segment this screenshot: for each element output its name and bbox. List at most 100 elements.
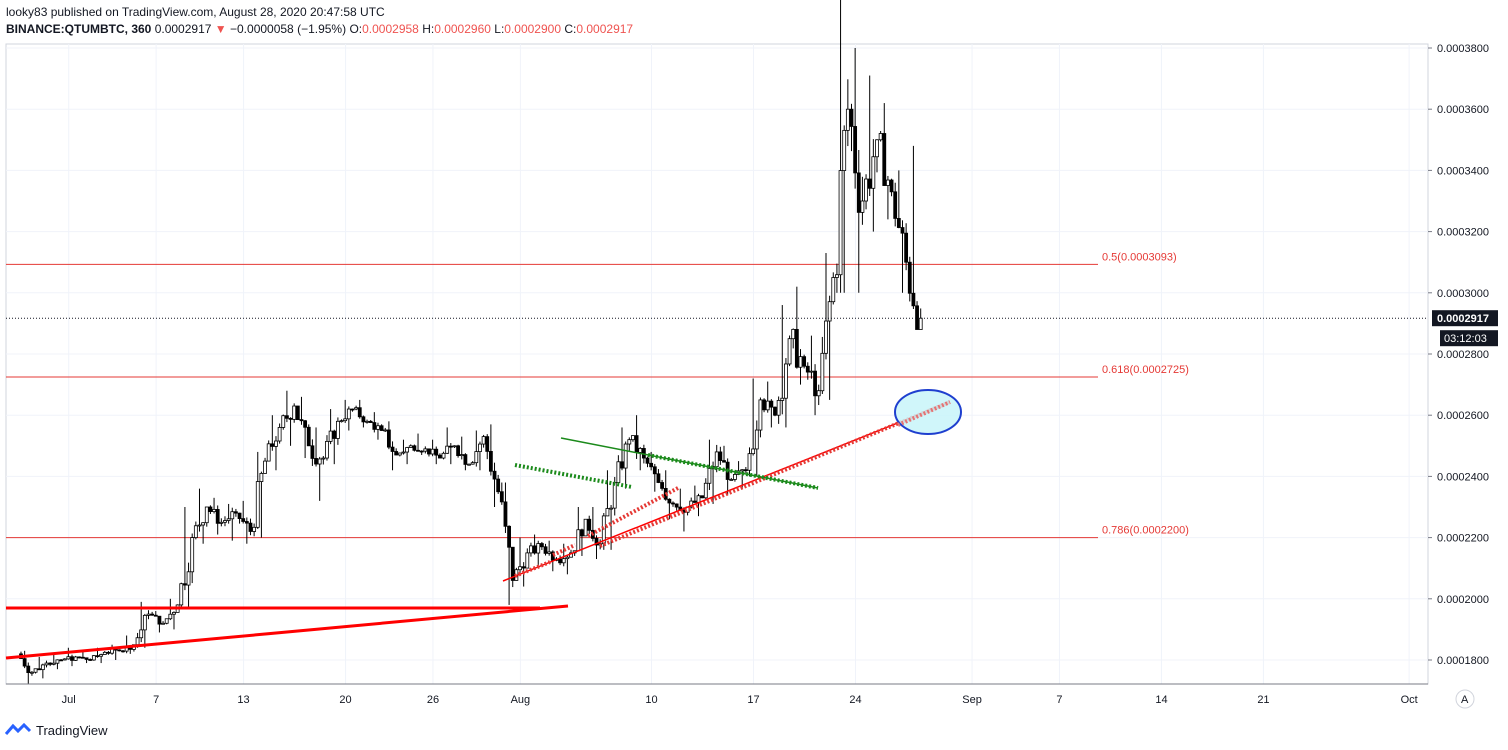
- y-tick-label: 0.0002200: [1437, 533, 1489, 545]
- candle: [718, 446, 723, 465]
- candle: [230, 507, 235, 541]
- candle: [893, 182, 898, 227]
- candle: [412, 444, 417, 452]
- candle: [907, 256, 912, 302]
- candle: [365, 419, 369, 424]
- candle: [652, 463, 657, 492]
- candle: [620, 427, 624, 471]
- candle: [321, 456, 326, 465]
- candle: [849, 103, 854, 152]
- tradingview-brand[interactable]: TradingView: [36, 722, 108, 738]
- auto-scale-button[interactable]: [1455, 689, 1475, 709]
- candle: [776, 396, 781, 424]
- candle: [186, 562, 191, 608]
- candle: [860, 176, 865, 225]
- candle: [248, 518, 253, 536]
- candle: [350, 408, 355, 412]
- candle: [532, 534, 537, 555]
- candle: [226, 503, 231, 524]
- candle: [784, 358, 788, 428]
- candle: [33, 668, 38, 674]
- candle: [478, 441, 482, 471]
- trend-line-in-ellipse: [897, 400, 951, 427]
- candle: [437, 453, 442, 459]
- candle: [878, 131, 883, 142]
- candle: [838, 0, 843, 293]
- candle: [529, 542, 533, 557]
- x-tick-label: 10: [645, 694, 657, 706]
- high-label: H:: [422, 22, 435, 36]
- trend-line-lower: [5, 604, 569, 660]
- close-value: 0.0002917: [576, 22, 634, 36]
- candle: [485, 434, 490, 460]
- ohlc-line: BINANCE:QTUMBTC, 360 0.0002917 ▼ −0.0000…: [6, 21, 633, 38]
- candle: [747, 447, 752, 477]
- fib-label: 0.786(0.0002200): [1102, 525, 1189, 537]
- candle: [499, 482, 504, 505]
- x-tick-label: Aug: [511, 694, 531, 706]
- candle: [674, 503, 679, 511]
- plot-area[interactable]: [5, 43, 1429, 685]
- auto-scale-label[interactable]: A: [1461, 694, 1469, 706]
- candle: [277, 423, 282, 444]
- candle: [809, 335, 814, 379]
- candle: [565, 554, 570, 575]
- candle: [241, 500, 246, 524]
- candle: [900, 220, 905, 293]
- candle: [59, 659, 63, 662]
- candle: [667, 498, 672, 520]
- low-value: 0.0002900: [504, 22, 562, 36]
- candle: [816, 384, 821, 406]
- candle: [386, 421, 391, 450]
- candle: [703, 478, 708, 500]
- candle: [853, 48, 858, 189]
- y-tick-label: 0.0003000: [1437, 288, 1489, 300]
- candle: [707, 439, 712, 490]
- candle: [886, 175, 890, 220]
- candle: [183, 507, 187, 591]
- candle: [638, 447, 643, 471]
- candle: [631, 435, 635, 442]
- candle: [609, 505, 613, 550]
- candle: [645, 456, 650, 468]
- x-tick-label: 13: [237, 694, 249, 706]
- x-tick-label: Oct: [1401, 694, 1418, 706]
- candle: [692, 485, 697, 503]
- candle: [26, 662, 31, 685]
- candle: [361, 415, 366, 428]
- x-tick-label: 26: [427, 694, 439, 706]
- candle: [270, 415, 275, 451]
- candle: [37, 656, 42, 671]
- candle: [179, 582, 184, 608]
- candle: [864, 174, 868, 210]
- candle: [762, 398, 766, 413]
- price-axis[interactable]: 0.0001800 0.0002000 0.0002200 0.0002400 0.00…: [1428, 0, 1489, 667]
- candle: [102, 650, 107, 655]
- candle: [820, 336, 825, 394]
- candle: [30, 671, 34, 676]
- candle: [62, 658, 67, 661]
- x-tick-label: 20: [339, 694, 351, 706]
- candle: [474, 430, 479, 467]
- candle: [481, 434, 486, 448]
- candle: [339, 419, 344, 423]
- candle: [583, 518, 588, 537]
- candle: [405, 446, 410, 465]
- candle: [441, 451, 446, 460]
- candle: [536, 540, 541, 569]
- candle: [547, 540, 552, 556]
- time-axis[interactable]: Jul 7 13 20 26 Aug 10 17 24 Sep 7 14 21 Oct: [6, 683, 1428, 706]
- candle: [153, 611, 158, 617]
- symbol-label[interactable]: BINANCE:QTUMBTC, 360: [6, 22, 152, 36]
- candle: [376, 422, 380, 440]
- candle: [150, 611, 155, 616]
- candle: [335, 417, 340, 445]
- candle: [459, 436, 464, 460]
- y-tick-label: 0.0003800: [1437, 43, 1489, 55]
- candle: [208, 505, 213, 514]
- candle: [765, 381, 770, 413]
- candle: [813, 364, 817, 416]
- candle: [408, 444, 413, 448]
- candle: [84, 657, 89, 664]
